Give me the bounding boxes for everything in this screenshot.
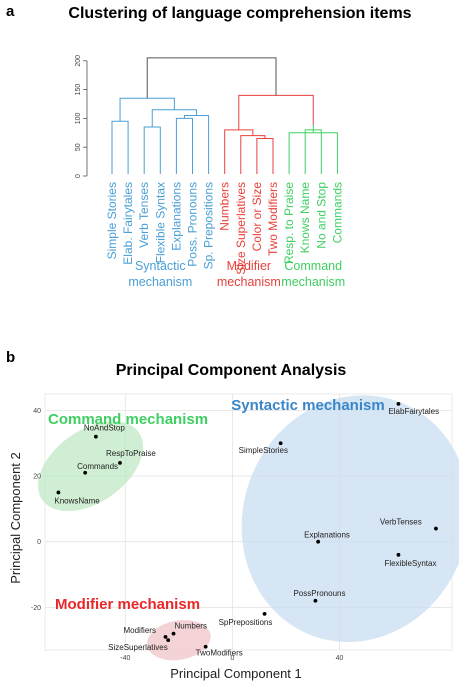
pca-ellipses <box>38 395 459 661</box>
pca-point <box>203 644 208 649</box>
dendrogram-leaf-label: Sp. Prepositions <box>202 182 216 269</box>
pca-point <box>262 611 267 616</box>
dendrogram-leaf-label: Explanations <box>169 182 183 251</box>
pca-point <box>163 634 168 639</box>
pca-group-label-command: Command mechanism <box>48 411 208 428</box>
dendrogram-branch <box>304 129 322 174</box>
dendrogram-tick-label: 50 <box>75 143 82 151</box>
mechanism-label: mechanism <box>128 275 192 289</box>
mechanism-label: mechanism <box>217 275 281 289</box>
mechanism-label: Syntactic <box>135 259 186 273</box>
dendrogram-leaf-label: Numbers <box>218 182 232 231</box>
pca-point-label: SizeSuperlatives <box>108 643 168 652</box>
pca-point-label: SpPrepositions <box>219 618 273 627</box>
dendrogram-tick-label: 200 <box>75 55 82 67</box>
dendrogram-leaf-label: Color or Size <box>250 182 264 252</box>
pca-y-tick-label: -20 <box>31 605 41 612</box>
dendrogram-leaf-label: Elab. Fairytales <box>121 182 135 265</box>
pca-y-axis-title: Principal Component 2 <box>8 452 23 584</box>
pca-point <box>313 598 318 603</box>
pca-point <box>83 470 88 475</box>
pca-point <box>166 638 171 643</box>
dendrogram-branch <box>256 138 274 174</box>
pca-point-label: Modifiers <box>123 626 155 635</box>
mechanism-labels: SyntacticmechanismModifiermechanismComma… <box>128 259 345 289</box>
pca-point-label: FlexibleSyntax <box>384 559 436 568</box>
pca-point <box>396 401 401 406</box>
panel-b-letter: b <box>6 349 15 366</box>
pca-group-labels: Command mechanism Syntactic mechanism Modi… <box>48 397 385 613</box>
pca-points: NoAndStop RespToPraise Commands KnowsName El… <box>54 401 439 658</box>
pca-y-tick-label: 0 <box>37 539 41 546</box>
dendrogram-y-axis: 0 50 100 150 200 <box>75 55 88 178</box>
pca-point-label: VerbTenses <box>380 518 422 527</box>
pca-group-label-syntactic: Syntactic mechanism <box>231 397 384 414</box>
dendrogram-tick-label: 150 <box>75 84 82 96</box>
pca-y-tick-label: 40 <box>33 408 41 415</box>
dendrogram-branch <box>238 94 314 130</box>
pca-point-label: PossPronouns <box>293 589 345 598</box>
pca-point <box>56 490 61 495</box>
dendrogram-leaf-label: Poss. Pronouns <box>186 182 200 267</box>
dendrogram-branch <box>240 135 266 174</box>
dendrogram-leaf-label: No and Stop <box>314 182 328 249</box>
dendrogram-branch <box>119 97 175 122</box>
pca-point <box>93 434 98 439</box>
dendrogram-leaf-label: Knows Name <box>298 182 312 254</box>
dendrogram-tree <box>111 57 338 174</box>
dendrogram-branch <box>111 120 129 174</box>
dendrogram-branch <box>175 117 193 174</box>
pca-x-tick-label: -40 <box>120 655 130 662</box>
pca-point <box>171 631 176 636</box>
dendrogram-panel: a Clustering of language comprehension i… <box>6 3 412 289</box>
dendrogram-leaf-label: Size Superlatives <box>234 182 248 275</box>
pca-ellipse-command <box>38 421 144 512</box>
pca-point-label: SimpleStories <box>239 446 288 455</box>
dendrogram-tick-label: 100 <box>75 112 82 124</box>
dendrogram-branch <box>224 129 254 174</box>
dendrogram-branch <box>143 126 161 174</box>
pca-x-axis-title: Principal Component 1 <box>170 666 302 681</box>
pca-title: Principal Component Analysis <box>116 362 347 379</box>
pca-point <box>118 461 122 465</box>
pca-point <box>278 441 283 446</box>
dendrogram-leaf-label: Commands <box>330 182 344 243</box>
pca-point-label: NoAndStop <box>84 424 125 433</box>
pca-point <box>316 539 321 544</box>
pca-point-label: Explanations <box>304 531 350 540</box>
pca-point-label: TwoModifiers <box>196 649 243 658</box>
pca-point-label: RespToPraise <box>106 449 156 458</box>
pca-x-tick-label: 40 <box>336 655 344 662</box>
dendrogram-branch <box>288 132 338 174</box>
dendrogram-branch <box>146 57 277 99</box>
pca-point <box>434 526 438 531</box>
dendrogram-leaf-label: Verb Tenses <box>137 182 151 248</box>
mechanism-label: Command <box>284 259 342 273</box>
pca-panel: b Principal Component Analysis NoAndStop… <box>6 349 459 681</box>
dendrogram-leaf-label: Flexible Syntax <box>153 182 167 263</box>
mechanism-label: Modifier <box>227 259 271 273</box>
dendrogram-leaf-labels: Simple Stories Elab. Fairytales Verb Tense… <box>105 182 344 275</box>
pca-point-label: ElabFairytales <box>388 407 439 416</box>
pca-y-tick-label: 20 <box>33 474 41 481</box>
pca-point-label: KnowsName <box>54 496 100 505</box>
pca-ellipse-modifier <box>147 619 211 661</box>
pca-ticks: -40 0 40 -20 0 20 40 <box>31 408 344 662</box>
pca-ellipse-syntactic <box>241 395 459 643</box>
pca-x-tick-label: 0 <box>230 655 234 662</box>
dendrogram-leaf-label: Simple Stories <box>105 182 119 259</box>
mechanism-label: mechanism <box>281 275 345 289</box>
dendrogram-tick-label: 0 <box>75 174 82 178</box>
dendrogram-leaf-label: Resp. to Praise <box>282 182 296 264</box>
panel-a-letter: a <box>6 3 15 20</box>
pca-point <box>396 552 401 557</box>
pca-point-label: Numbers <box>175 622 207 631</box>
dendrogram-title: Clustering of language comprehension ite… <box>68 5 411 22</box>
pca-group-label-modifier: Modifier mechanism <box>55 596 200 613</box>
dendrogram-branch <box>183 115 210 174</box>
pca-point-label: Commands <box>77 462 118 471</box>
dendrogram-leaf-label: Two Modifiers <box>266 182 280 256</box>
